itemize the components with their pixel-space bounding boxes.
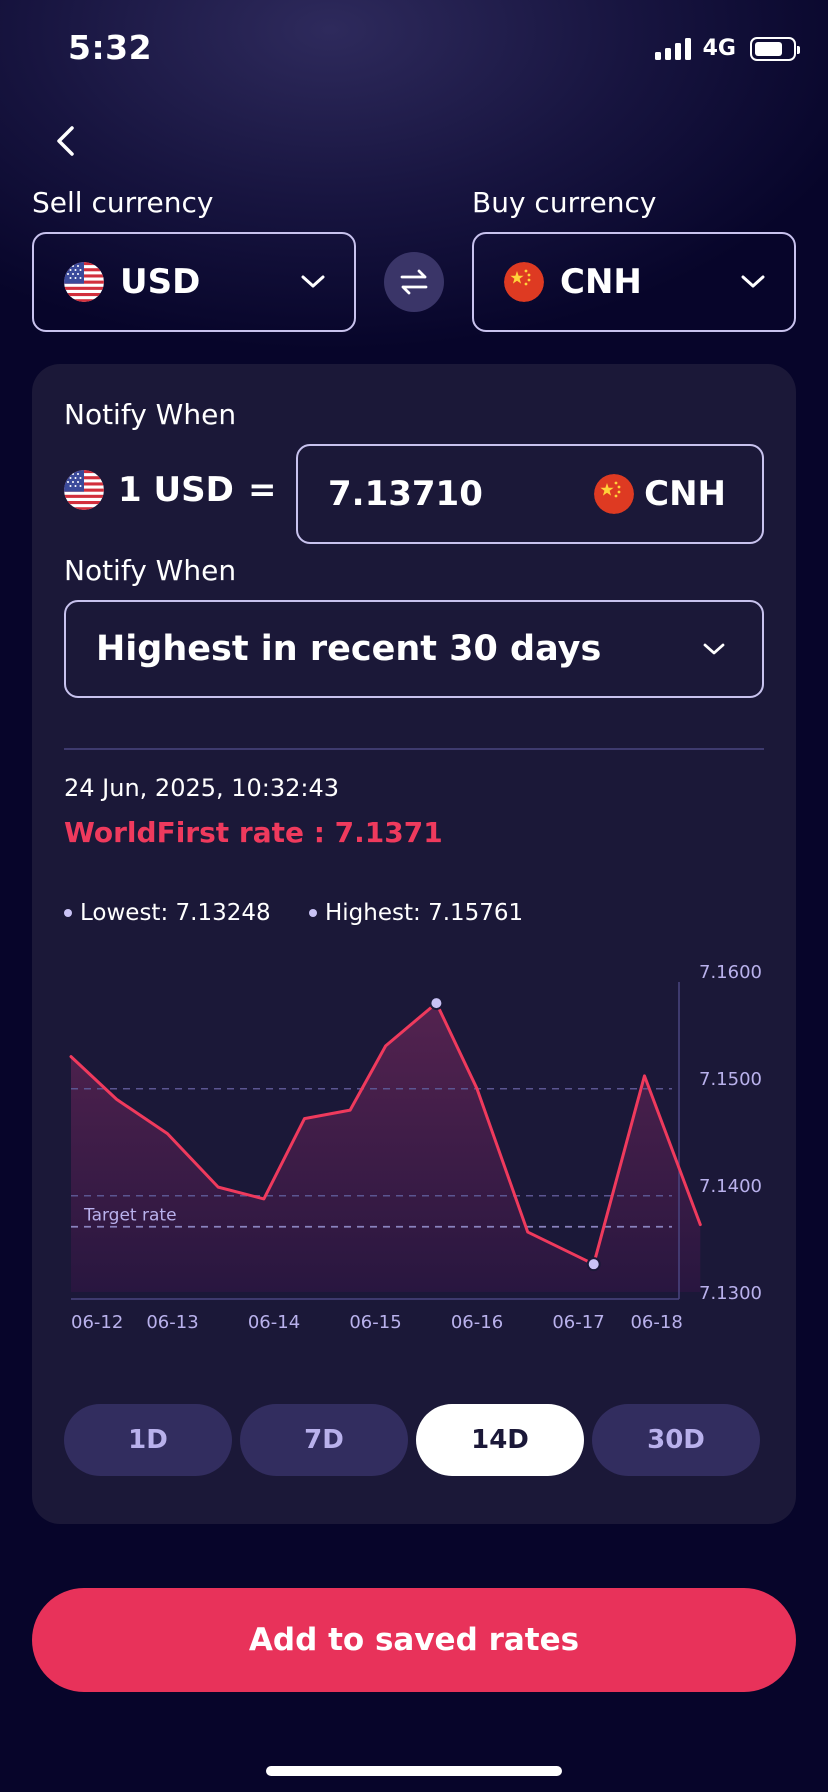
cn-flag-icon <box>594 474 635 514</box>
x-tick-label: 06-15 <box>349 1312 401 1333</box>
x-tick-label: 06-12 <box>71 1312 123 1333</box>
alert-settings-card <box>32 364 796 1524</box>
legend-dot-icon <box>309 909 317 917</box>
x-tick-label: 06-18 <box>630 1312 682 1333</box>
rate-series-line <box>69 1001 702 1266</box>
tab-7d[interactable]: 7D <box>240 1404 408 1476</box>
battery-icon <box>750 36 800 61</box>
sell-currency-code: USD <box>120 262 201 302</box>
base-amount: 1 USD <box>64 470 234 510</box>
swap-currencies-button[interactable] <box>384 252 444 312</box>
target-rate-value: 7.13710 <box>328 474 483 514</box>
x-tick-label: 06-17 <box>552 1312 604 1333</box>
legend-dot-icon <box>64 909 72 917</box>
base-amount-text: 1 USD <box>118 470 234 510</box>
buy-currency-select[interactable]: CNH <box>472 232 796 332</box>
rate-timestamp: 24 Jun, 2025, 10:32:43 <box>64 774 340 802</box>
target-rate-input[interactable]: 7.13710 CNH <box>296 444 764 544</box>
notify-when-rate-label: Notify When <box>64 398 237 431</box>
buy-currency-label: Buy currency <box>472 186 657 219</box>
chart-area <box>71 1003 701 1292</box>
cellular-signal-icon <box>654 37 691 60</box>
y-tick-label: 7.1500 <box>699 1069 762 1090</box>
worldfirst-rate: WorldFirst rate : 7.1371 <box>64 816 443 849</box>
swap-arrows-icon <box>400 269 428 295</box>
tab-1d[interactable]: 1D <box>64 1404 232 1476</box>
x-tick-label: 06-13 <box>146 1312 198 1333</box>
legend-lowest: Lowest: 7.13248 <box>64 900 271 926</box>
notify-condition-select[interactable]: Highest in recent 30 days <box>64 600 764 698</box>
y-tick-label: 7.1300 <box>699 1283 762 1304</box>
legend-highest: Highest: 7.15761 <box>309 900 523 926</box>
equals-sign: = <box>248 470 277 510</box>
back-button[interactable] <box>42 118 88 164</box>
us-flag-icon <box>64 470 104 510</box>
sell-currency-label: Sell currency <box>32 186 214 219</box>
status-time: 5:32 <box>68 28 153 67</box>
lowest-value: Lowest: 7.13248 <box>80 900 271 926</box>
chevron-left-icon <box>57 126 74 156</box>
highest-value: Highest: 7.15761 <box>325 900 524 926</box>
notify-when-condition-label: Notify When <box>64 554 237 587</box>
tab-30d[interactable]: 30D <box>592 1404 760 1476</box>
target-rate-label: Target rate <box>83 1206 177 1226</box>
add-to-saved-rates-button[interactable]: Add to saved rates <box>32 1588 796 1692</box>
rate-chart: Target rate 7.1600 7.1500 7.1400 7.1300 06-12… <box>69 962 762 1333</box>
network-type: 4G <box>702 36 736 61</box>
home-indicator <box>266 1766 562 1776</box>
cn-flag-icon <box>504 262 544 302</box>
y-tick-label: 7.1400 <box>699 1176 762 1197</box>
us-flag-icon <box>64 262 104 302</box>
sell-currency-select[interactable]: USD <box>32 232 356 332</box>
target-rate-currency: CNH <box>644 474 726 514</box>
y-tick-label: 7.1600 <box>699 962 762 983</box>
buy-currency-code: CNH <box>560 262 642 302</box>
x-tick-label: 06-16 <box>451 1312 503 1333</box>
tab-14d[interactable]: 14D <box>416 1404 584 1476</box>
x-tick-label: 06-14 <box>248 1312 300 1333</box>
lowest-point-marker <box>586 1257 601 1272</box>
chevron-down-icon <box>301 275 325 288</box>
notify-condition-value: Highest in recent 30 days <box>96 629 602 669</box>
chevron-down-icon <box>703 643 725 655</box>
highest-point-marker <box>429 996 444 1011</box>
status-indicators: 4G <box>654 36 800 61</box>
divider <box>64 748 764 750</box>
chevron-down-icon <box>741 275 765 288</box>
